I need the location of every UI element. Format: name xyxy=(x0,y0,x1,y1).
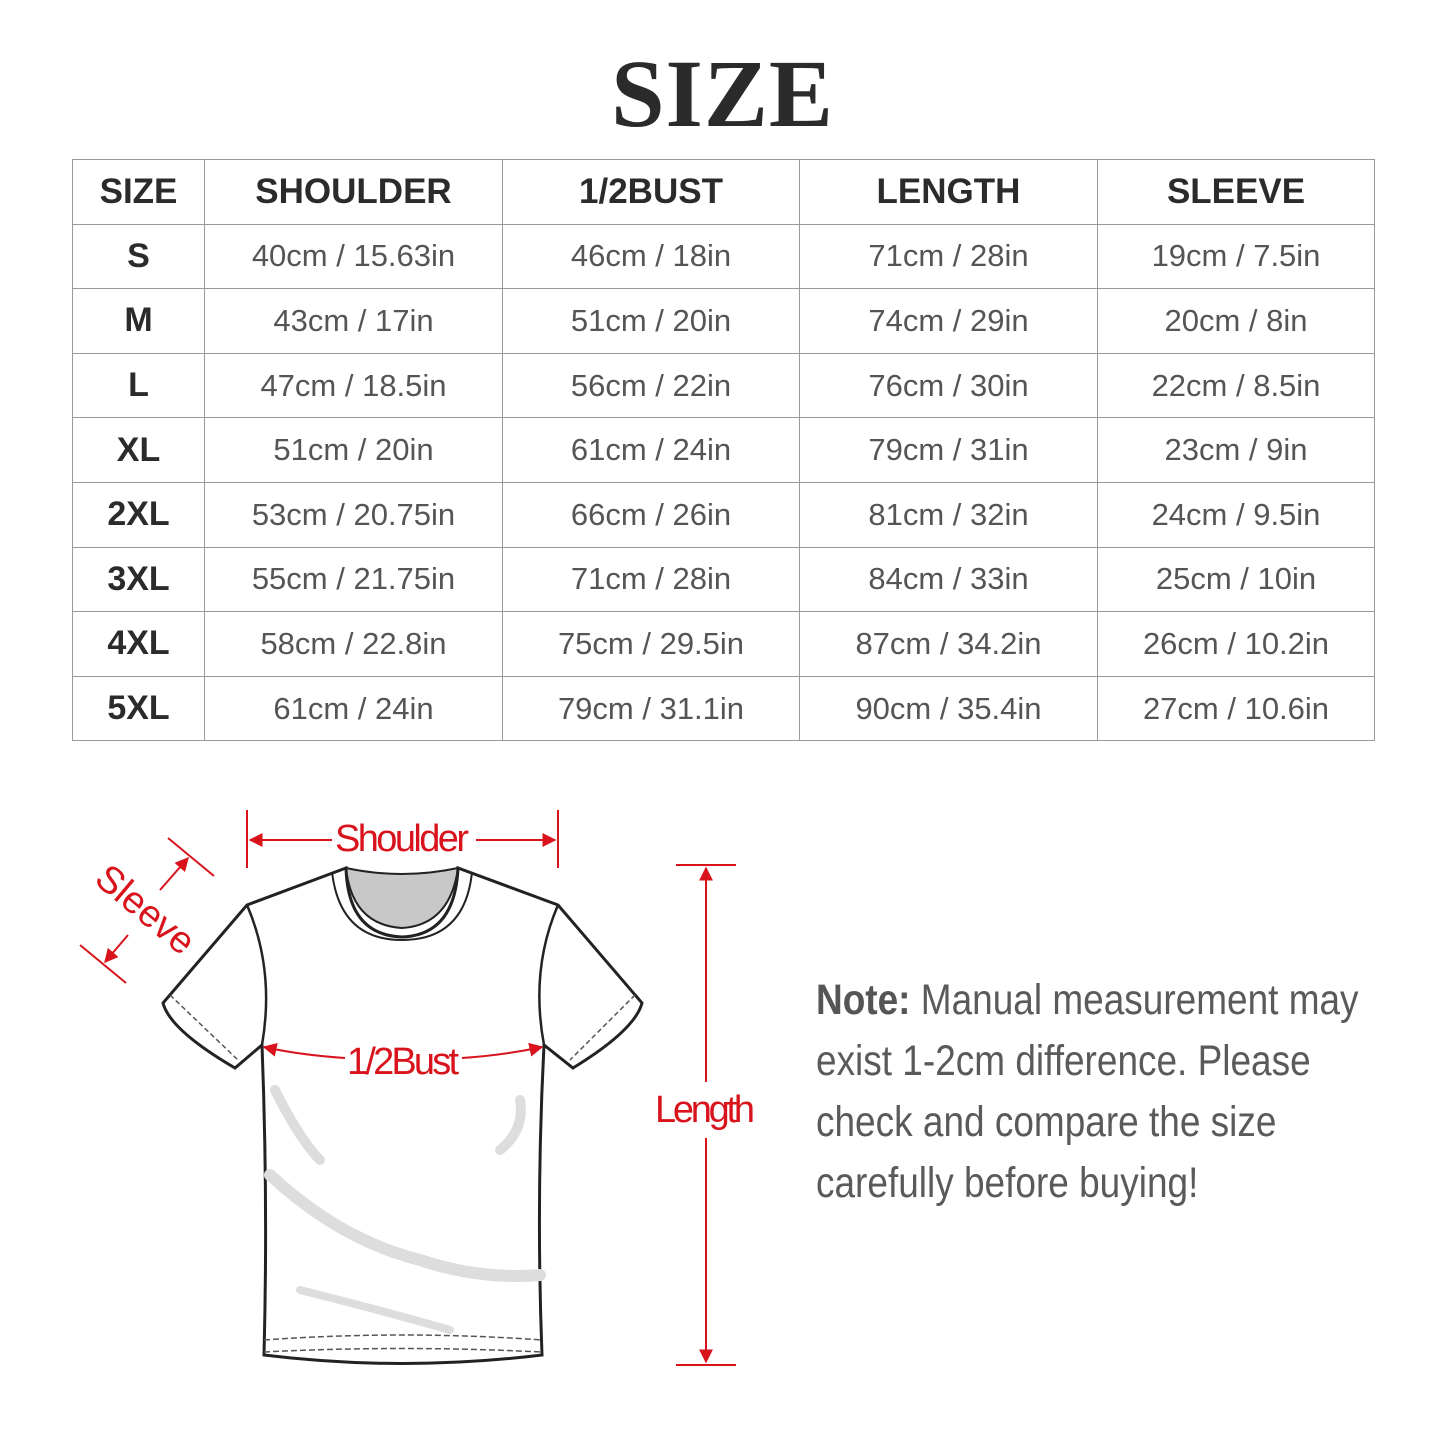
measurement-cell: 74cm / 29in xyxy=(799,288,1098,354)
measurement-cell: 66cm / 26in xyxy=(502,481,800,548)
measurement-cell: 61cm / 24in xyxy=(502,417,800,483)
note-prefix: Note: xyxy=(816,976,911,1024)
measurement-cell: 87cm / 34.2in xyxy=(799,611,1098,677)
note-text: Note: Manual measurement may exist 1-2cm… xyxy=(816,970,1366,1214)
measurement-cell: 75cm / 29.5in xyxy=(502,611,800,677)
size-cell: XL xyxy=(72,417,205,483)
measurement-cell: 19cm / 7.5in xyxy=(1097,223,1375,290)
tshirt-diagram: Shoulder Sleeve 1/2Bust Length xyxy=(79,810,755,1366)
tshirt-icon xyxy=(161,865,644,1365)
size-cell: 2XL xyxy=(72,481,205,548)
table-row: XL 51cm / 20in 61cm / 24in 79cm / 31in 23cm … xyxy=(72,417,1375,483)
header-shoulder: SHOULDER xyxy=(204,159,503,225)
measurement-cell: 24cm / 9.5in xyxy=(1097,481,1375,548)
measurement-cell: 26cm / 10.2in xyxy=(1097,611,1375,677)
measurement-cell: 58cm / 22.8in xyxy=(204,611,503,677)
table-header-row: SIZE SHOULDER 1/2BUST LENGTH SLEEVE xyxy=(72,159,1375,225)
measurement-cell: 47cm / 18.5in xyxy=(204,352,503,419)
size-cell: M xyxy=(72,288,205,354)
measurement-cell: 51cm / 20in xyxy=(502,288,800,354)
table-row: 5XL 61cm / 24in 79cm / 31.1in 90cm / 35.4in… xyxy=(72,675,1375,742)
measurement-cell: 71cm / 28in xyxy=(799,223,1098,290)
bust-measure: 1/2Bust xyxy=(262,1041,544,1083)
header-sleeve: SLEEVE xyxy=(1097,159,1375,225)
measurement-cell: 23cm / 9in xyxy=(1097,417,1375,483)
length-measure: Length xyxy=(655,864,755,1366)
size-table: SIZE SHOULDER 1/2BUST LENGTH SLEEVE S 40c… xyxy=(72,159,1375,742)
header-bust: 1/2BUST xyxy=(502,159,800,225)
size-cell: 3XL xyxy=(72,546,205,613)
size-cell: S xyxy=(72,223,205,290)
measurement-cell: 51cm / 20in xyxy=(204,417,503,483)
measurement-cell: 79cm / 31.1in xyxy=(502,675,800,742)
measurement-cell: 20cm / 8in xyxy=(1097,288,1375,354)
measurement-cell: 27cm / 10.6in xyxy=(1097,675,1375,742)
measurement-cell: 56cm / 22in xyxy=(502,352,800,419)
measurement-cell: 84cm / 33in xyxy=(799,546,1098,613)
size-cell: 4XL xyxy=(72,611,205,677)
measurement-cell: 53cm / 20.75in xyxy=(204,481,503,548)
header-size: SIZE xyxy=(72,159,205,225)
table-row: 4XL 58cm / 22.8in 75cm / 29.5in 87cm / 34.2… xyxy=(72,611,1375,677)
measurement-cell: 71cm / 28in xyxy=(502,546,800,613)
shoulder-label: Shoulder xyxy=(335,818,469,860)
table-row: 2XL 53cm / 20.75in 66cm / 26in 81cm / 32in 2… xyxy=(72,481,1375,548)
table-row: S 40cm / 15.63in 46cm / 18in 71cm / 28in 19c… xyxy=(72,223,1375,290)
bust-label: 1/2Bust xyxy=(347,1041,459,1083)
page-title: SIZE xyxy=(611,40,834,147)
shoulder-measure: Shoulder xyxy=(246,810,559,868)
measurement-cell: 40cm / 15.63in xyxy=(204,223,503,290)
table-row: 3XL 55cm / 21.75in 71cm / 28in 84cm / 33in 2… xyxy=(72,546,1375,613)
table-row: L 47cm / 18.5in 56cm / 22in 76cm / 30in 22cm… xyxy=(72,352,1375,419)
measurement-cell: 46cm / 18in xyxy=(502,223,800,290)
sleeve-measure: Sleeve xyxy=(79,837,215,984)
measurement-cell: 61cm / 24in xyxy=(204,675,503,742)
measurement-cell: 79cm / 31in xyxy=(799,417,1098,483)
measurement-cell: 81cm / 32in xyxy=(799,481,1098,548)
measurement-cell: 55cm / 21.75in xyxy=(204,546,503,613)
header-length: LENGTH xyxy=(799,159,1098,225)
sleeve-label: Sleeve xyxy=(87,857,203,964)
note-body: Manual measurement may exist 1-2cm diffe… xyxy=(816,976,1359,1207)
measurement-cell: 90cm / 35.4in xyxy=(799,675,1098,742)
size-cell: L xyxy=(72,352,205,419)
table-row: M 43cm / 17in 51cm / 20in 74cm / 29in 20cm /… xyxy=(72,288,1375,354)
size-cell: 5XL xyxy=(72,675,205,742)
measurement-cell: 76cm / 30in xyxy=(799,352,1098,419)
measurement-cell: 25cm / 10in xyxy=(1097,546,1375,613)
measurement-cell: 22cm / 8.5in xyxy=(1097,352,1375,419)
measurement-cell: 43cm / 17in xyxy=(204,288,503,354)
length-label: Length xyxy=(655,1089,755,1131)
